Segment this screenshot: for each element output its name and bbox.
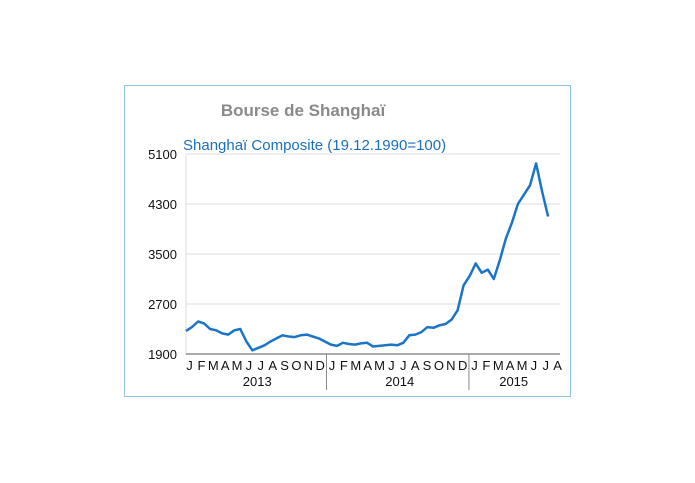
x-tick-label: M xyxy=(493,358,504,373)
x-tick-label: A xyxy=(506,358,515,373)
x-tick-label: O xyxy=(434,358,444,373)
x-tick-label: A xyxy=(553,358,562,373)
x-tick-label: S xyxy=(280,358,289,373)
x-tick-label: A xyxy=(268,358,277,373)
series-line xyxy=(185,162,550,352)
y-tick-label: 5100 xyxy=(148,147,177,162)
x-tick-label: N xyxy=(446,358,455,373)
chart-title: Bourse de Shanghaï xyxy=(221,101,387,120)
x-tick-label: O xyxy=(291,358,301,373)
x-tick-label: S xyxy=(423,358,432,373)
chart-subtitle: Shanghaï Composite (19.12.1990=100) xyxy=(183,137,446,154)
x-tick-label: J xyxy=(186,358,193,373)
x-tick-label: A xyxy=(221,358,230,373)
x-tick-label: A xyxy=(411,358,420,373)
x-tick-label: J xyxy=(246,358,253,373)
x-tick-label: F xyxy=(340,358,348,373)
chart-svg: Bourse de Shanghaï Shanghaï Composite (1… xyxy=(148,101,562,390)
y-tick-label: 4300 xyxy=(148,197,177,212)
x-tick-label: M xyxy=(350,358,361,373)
x-tick-label: J xyxy=(531,358,538,373)
y-tick-label: 1900 xyxy=(148,347,177,362)
x-tick-label: D xyxy=(315,358,324,373)
year-label: 2015 xyxy=(499,374,528,389)
x-tick-label: J xyxy=(258,358,265,373)
year-label: 2014 xyxy=(385,374,414,389)
x-tick-label: D xyxy=(458,358,467,373)
x-tick-label: F xyxy=(482,358,490,373)
x-tick-label: M xyxy=(232,358,243,373)
x-tick-label: M xyxy=(517,358,528,373)
x-tick-label: J xyxy=(543,358,550,373)
x-tick-label: J xyxy=(388,358,395,373)
x-tick-label: M xyxy=(208,358,219,373)
x-tick-label: F xyxy=(197,358,205,373)
x-tick-label: M xyxy=(374,358,385,373)
x-tick-label: J xyxy=(471,358,478,373)
y-tick-label: 2700 xyxy=(148,297,177,312)
chart-frame: Bourse de Shanghaï Shanghaï Composite (1… xyxy=(124,85,571,397)
x-tick-label: J xyxy=(329,358,336,373)
x-tick-label: A xyxy=(363,358,372,373)
x-tick-label: J xyxy=(400,358,407,373)
y-tick-label: 3500 xyxy=(148,247,177,262)
year-label: 2013 xyxy=(243,374,272,389)
x-tick-label: N xyxy=(304,358,313,373)
